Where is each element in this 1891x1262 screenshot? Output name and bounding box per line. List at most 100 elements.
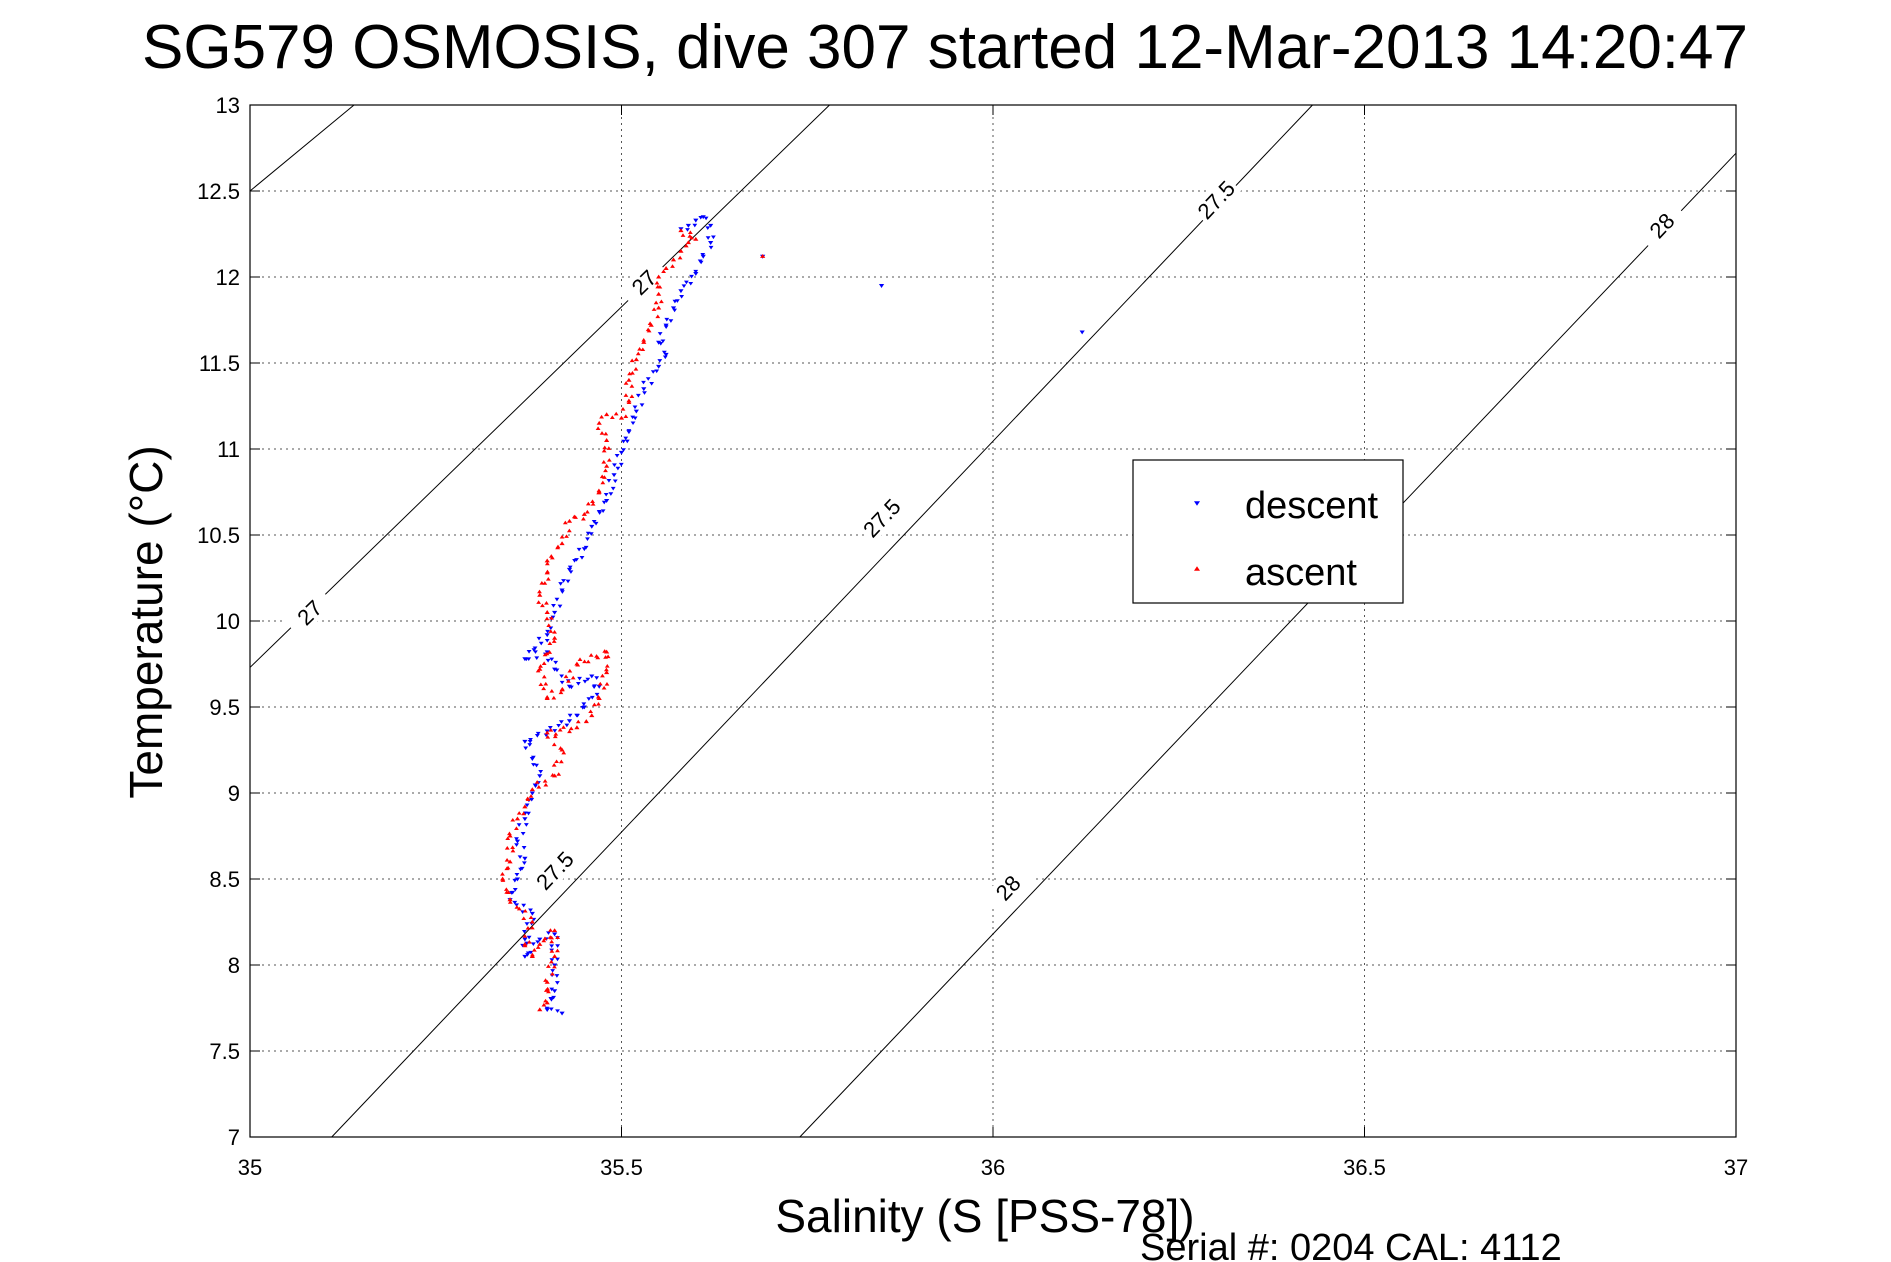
descent-point bbox=[703, 216, 709, 221]
descent-point bbox=[594, 692, 600, 697]
descent-point bbox=[618, 462, 624, 467]
legend: descent ascent bbox=[1132, 459, 1404, 604]
ascent-point bbox=[504, 890, 510, 894]
ascent-point bbox=[551, 762, 557, 767]
descent-point bbox=[589, 524, 595, 529]
ascent-point bbox=[547, 935, 553, 939]
ascent-point bbox=[547, 650, 553, 654]
ascent-point bbox=[552, 773, 558, 778]
descent-point bbox=[552, 932, 558, 937]
descent-point bbox=[641, 380, 646, 385]
descent-point bbox=[693, 269, 699, 274]
ascent-point bbox=[663, 266, 669, 270]
descent-point bbox=[554, 597, 560, 602]
descent-point bbox=[663, 352, 669, 357]
descent-point bbox=[525, 953, 530, 957]
descent-point bbox=[657, 359, 663, 363]
descent-point bbox=[535, 940, 541, 944]
legend-marker-descent bbox=[1194, 501, 1200, 506]
ascent-point bbox=[555, 935, 561, 940]
ascent-point bbox=[596, 420, 602, 425]
ascent-point bbox=[627, 371, 632, 376]
grid bbox=[249, 104, 1737, 1138]
descent-point bbox=[558, 582, 564, 586]
descent-point bbox=[612, 463, 617, 467]
x-tick-label: 36 bbox=[981, 1155, 1005, 1180]
descent-point bbox=[564, 723, 570, 728]
descent-point bbox=[630, 415, 636, 420]
descent-point bbox=[514, 839, 521, 844]
ascent-point bbox=[559, 541, 565, 546]
descent-point bbox=[657, 332, 663, 336]
ascent-point bbox=[542, 652, 548, 657]
descent-point bbox=[522, 937, 528, 942]
descent-point bbox=[552, 989, 558, 994]
descent-point bbox=[538, 641, 544, 646]
descent-point bbox=[635, 393, 641, 398]
x-tick-label: 36.5 bbox=[1343, 1155, 1386, 1180]
ascent-point bbox=[760, 254, 766, 258]
descent-point bbox=[522, 954, 528, 959]
descent-point bbox=[523, 746, 529, 751]
isopycnal-28 bbox=[799, 152, 1737, 1138]
descent-point bbox=[582, 679, 588, 684]
ascent-point bbox=[583, 719, 589, 723]
descent-point bbox=[548, 626, 554, 631]
y-tick-label: 8 bbox=[228, 953, 240, 978]
ascent-point bbox=[551, 639, 557, 643]
ascent-point bbox=[558, 759, 564, 764]
descent-point bbox=[551, 604, 556, 608]
descent-point bbox=[559, 1011, 565, 1016]
descent-point bbox=[555, 944, 561, 948]
ascent-point bbox=[545, 986, 551, 991]
descent-point bbox=[554, 981, 560, 985]
descent-point bbox=[521, 929, 527, 934]
descent-point bbox=[554, 974, 560, 978]
descent-point bbox=[548, 996, 554, 1001]
ascent-point bbox=[537, 666, 543, 671]
ascent-point bbox=[522, 908, 528, 913]
ascent-point bbox=[552, 635, 558, 640]
ascent-point bbox=[657, 284, 663, 289]
ascent-point bbox=[601, 459, 607, 464]
ascent-point bbox=[544, 600, 549, 605]
descent-point bbox=[660, 339, 666, 344]
descent-point bbox=[594, 676, 600, 680]
ascent-point bbox=[555, 948, 560, 953]
descent-point bbox=[558, 720, 564, 724]
descent-point bbox=[566, 719, 573, 724]
ascent-point bbox=[582, 659, 587, 664]
ascent-point bbox=[528, 915, 534, 920]
descent-point bbox=[708, 223, 714, 228]
ascent-point bbox=[525, 925, 531, 930]
descent-point bbox=[588, 532, 594, 536]
ascent-point bbox=[541, 938, 547, 943]
descent-point bbox=[530, 755, 536, 760]
descent-point bbox=[585, 537, 590, 541]
descent-point bbox=[624, 439, 630, 444]
descent-point bbox=[575, 682, 581, 686]
descent-point bbox=[596, 684, 602, 689]
y-tick-label: 13 bbox=[216, 93, 240, 118]
ascent-point bbox=[549, 616, 554, 620]
ascent-point bbox=[566, 679, 571, 683]
descent-point bbox=[698, 215, 704, 220]
descent-point bbox=[544, 638, 550, 643]
ascent-point bbox=[626, 377, 632, 382]
descent-point bbox=[878, 284, 885, 288]
ascent-point bbox=[604, 670, 610, 675]
y-tick-label: 8.5 bbox=[209, 867, 240, 892]
ascent-point bbox=[531, 947, 537, 952]
descent-point bbox=[548, 1007, 554, 1012]
y-tick-label: 12.5 bbox=[197, 179, 240, 204]
descent-point bbox=[576, 547, 582, 552]
descent-point bbox=[572, 559, 577, 563]
legend-marker-ascent bbox=[1194, 566, 1200, 571]
descent-point bbox=[693, 272, 699, 276]
ascent-point bbox=[588, 653, 594, 657]
ascent-point bbox=[522, 934, 528, 938]
ascent-point bbox=[633, 367, 639, 371]
y-tick-label: 7.5 bbox=[209, 1039, 240, 1064]
descent-point bbox=[535, 731, 541, 736]
y-tick-label: 9 bbox=[228, 781, 240, 806]
